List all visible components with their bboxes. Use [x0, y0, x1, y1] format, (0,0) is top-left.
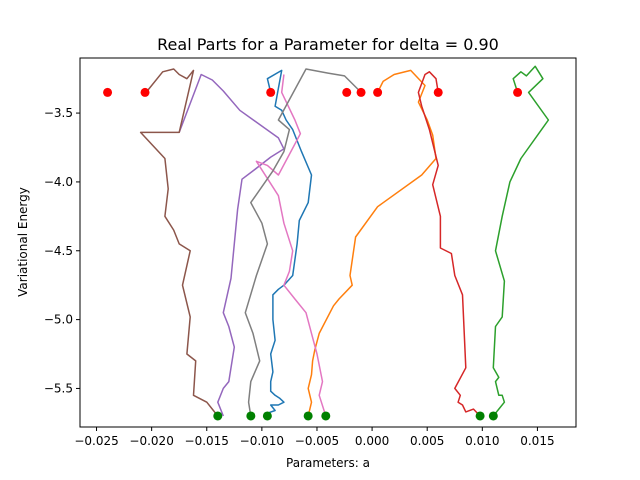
x-axis-label: Parameters: a [286, 456, 370, 470]
series-line-4 [417, 71, 481, 417]
end-point [321, 411, 331, 421]
end-point [303, 411, 313, 421]
x-tick-label: −0.025 [74, 434, 118, 448]
end-point [262, 411, 272, 421]
series-line-6 [139, 68, 219, 417]
y-axis-label: Variational Energy [16, 187, 30, 297]
end-point [246, 411, 256, 421]
start-point [513, 87, 523, 97]
y-tick-label: −3.5 [44, 106, 73, 120]
y-tick-label: −5.0 [44, 313, 73, 327]
start-point [103, 87, 113, 97]
series-line-3 [492, 65, 550, 417]
series-line-1 [266, 69, 313, 416]
x-tick-label: −0.010 [240, 434, 284, 448]
x-tick-label: −0.015 [185, 434, 229, 448]
series-line-5 [178, 73, 285, 417]
y-tick-label: −5.5 [44, 381, 73, 395]
start-point [433, 87, 443, 97]
x-tick-label: 0.015 [520, 434, 554, 448]
end-point [475, 411, 485, 421]
x-tick-label: −0.005 [295, 434, 339, 448]
x-tick-label: −0.020 [129, 434, 173, 448]
series-line-8 [244, 68, 362, 417]
series-line-7 [255, 74, 327, 417]
axes: −0.025 −0.020 −0.015 −0.010 −0.005 0.000 0.005… [44, 106, 555, 448]
plot-area [103, 65, 550, 421]
start-point [342, 87, 352, 97]
start-point [356, 87, 366, 97]
series-line-2 [307, 69, 437, 417]
start-point [266, 87, 276, 97]
y-tick-label: −4.5 [44, 244, 73, 258]
end-point [213, 411, 223, 421]
y-tick-label: −4.0 [44, 175, 73, 189]
start-point [140, 87, 150, 97]
x-tick-label: 0.010 [465, 434, 499, 448]
end-point [488, 411, 498, 421]
chart-title: Real Parts for a Parameter for delta = 0… [157, 35, 499, 54]
x-tick-label: 0.005 [410, 434, 444, 448]
x-tick-label: 0.000 [355, 434, 389, 448]
start-point [373, 87, 383, 97]
plot-frame [79, 57, 577, 428]
